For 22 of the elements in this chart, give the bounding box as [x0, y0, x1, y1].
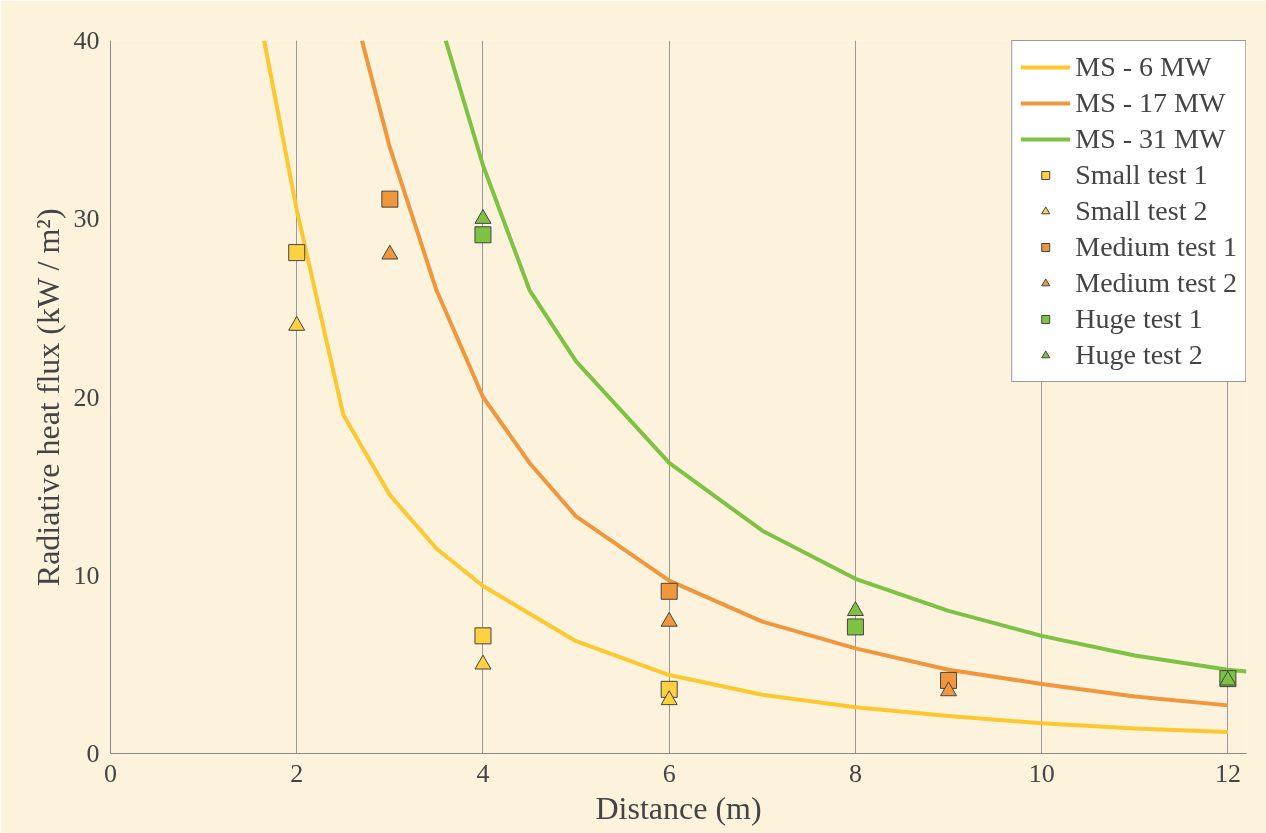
- legend-label: Small test 1: [1075, 158, 1208, 192]
- legend-label: MS - 6 MW: [1075, 50, 1212, 84]
- x-tick-label: 6: [662, 758, 676, 788]
- legend-label: Huge test 1: [1075, 302, 1203, 336]
- legend-label: Medium test 1: [1075, 230, 1237, 264]
- legend-label: MS - 17 MW: [1075, 86, 1226, 120]
- legend-label: Small test 2: [1075, 194, 1208, 228]
- y-tick-label: 20: [73, 382, 100, 412]
- legend-label: Medium test 2: [1075, 266, 1237, 300]
- y-tick-label: 0: [86, 739, 100, 768]
- x-tick-label: 12: [1214, 758, 1241, 788]
- legend-label: Huge test 2: [1075, 338, 1203, 372]
- x-tick-label: 2: [290, 758, 304, 788]
- y-tick-label: 10: [73, 560, 100, 590]
- y-tick-label: 30: [73, 204, 100, 234]
- x-tick-label: 10: [1028, 758, 1055, 788]
- x-tick-label: 4: [476, 758, 490, 788]
- legend-label: MS - 31 MW: [1075, 122, 1226, 156]
- y-tick-label: 40: [73, 26, 100, 55]
- y-axis-title: Radiative heat flux (kW / m²): [29, 208, 66, 587]
- x-axis-title: Distance (m): [595, 789, 762, 826]
- x-tick-label: 8: [848, 758, 862, 788]
